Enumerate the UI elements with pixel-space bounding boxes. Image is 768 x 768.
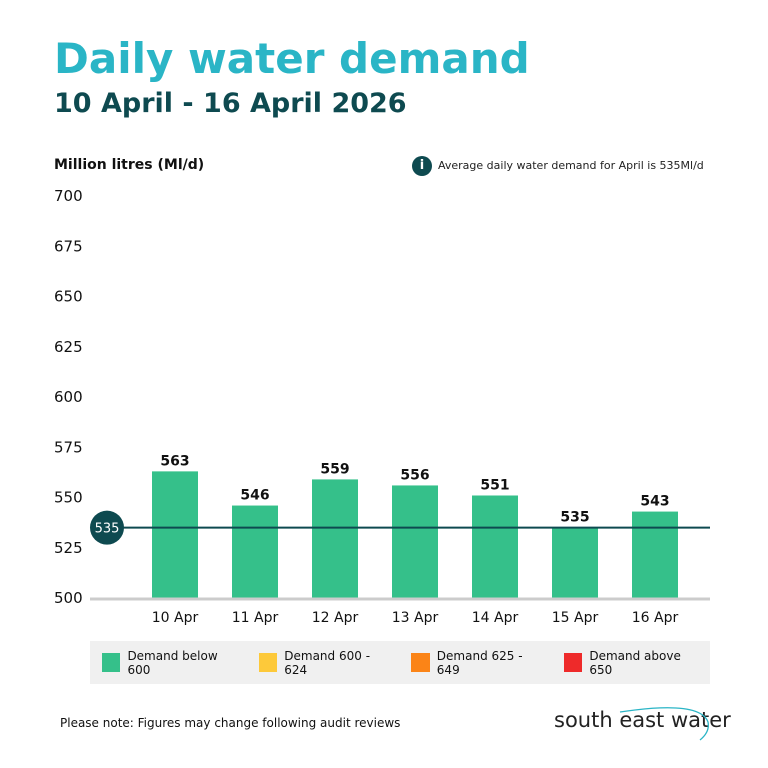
footer-note: Please note: Figures may change followin… — [60, 716, 401, 730]
bar-chart: 500 525 550 575 600 625 650 675 700 563 10 Apr 546 1… — [54, 187, 710, 626]
y-tick-label: 600 — [54, 388, 83, 406]
legend-swatch — [102, 653, 121, 672]
legend-label: Demand below 600 — [127, 648, 218, 677]
x-tick-label: 11 Apr — [232, 610, 279, 626]
average-note: Average daily water demand for April is … — [438, 159, 704, 172]
legend-label: Demand 625 - 649 — [436, 648, 523, 677]
x-tick-label: 14 Apr — [472, 610, 519, 626]
legend-label: Demand above 650 — [589, 648, 681, 677]
data-label: 559 — [320, 461, 349, 477]
y-tick-label: 650 — [54, 288, 83, 306]
average-label: 535 — [95, 522, 120, 537]
legend-swatch — [258, 653, 278, 672]
legend-swatch — [411, 653, 430, 672]
info-icon: i — [412, 156, 432, 176]
y-tick-label: 675 — [54, 237, 83, 255]
bar — [312, 479, 358, 598]
data-label: 543 — [640, 494, 669, 510]
legend-swatch — [563, 653, 583, 672]
average-marker — [90, 510, 124, 545]
y-axis-label: Million litres (Ml/d) — [54, 157, 205, 173]
data-label: 551 — [480, 477, 509, 493]
data-label: 535 — [560, 510, 589, 526]
y-tick-label: 625 — [54, 338, 83, 356]
chart-subtitle: 10 April - 16 April 2026 — [54, 88, 407, 119]
y-tick-label: 700 — [54, 187, 83, 205]
bar — [392, 485, 438, 598]
legend-label: Demand 600 - 624 — [284, 648, 371, 677]
legend-item: Demand below 600 — [102, 649, 241, 677]
legend: Demand below 600 Demand 600 - 624 Demand 6… — [90, 641, 710, 684]
bar — [232, 505, 278, 598]
x-tick-label: 10 Apr — [152, 610, 199, 626]
data-label: 556 — [400, 467, 429, 483]
logo: south east water — [554, 708, 731, 732]
bar — [552, 527, 598, 598]
y-tick-label: 550 — [54, 489, 83, 507]
bar — [632, 511, 678, 598]
legend-item: Demand 600 - 624 — [258, 648, 394, 677]
x-tick-label: 12 Apr — [312, 610, 359, 626]
x-tick-label: 13 Apr — [392, 610, 439, 626]
x-tick-label: 15 Apr — [552, 610, 599, 626]
y-tick-label: 575 — [54, 438, 83, 456]
data-label: 563 — [160, 453, 189, 469]
y-tick-label: 525 — [54, 539, 83, 557]
x-tick-label: 16 Apr — [632, 610, 679, 626]
legend-item: Demand above 650 — [563, 648, 704, 677]
bar — [152, 471, 198, 598]
chart-title: Daily water demand — [54, 34, 530, 83]
data-label: 546 — [240, 488, 269, 504]
bar — [472, 495, 518, 598]
legend-item: Demand 625 - 649 — [411, 649, 546, 677]
y-tick-label: 500 — [54, 589, 83, 607]
